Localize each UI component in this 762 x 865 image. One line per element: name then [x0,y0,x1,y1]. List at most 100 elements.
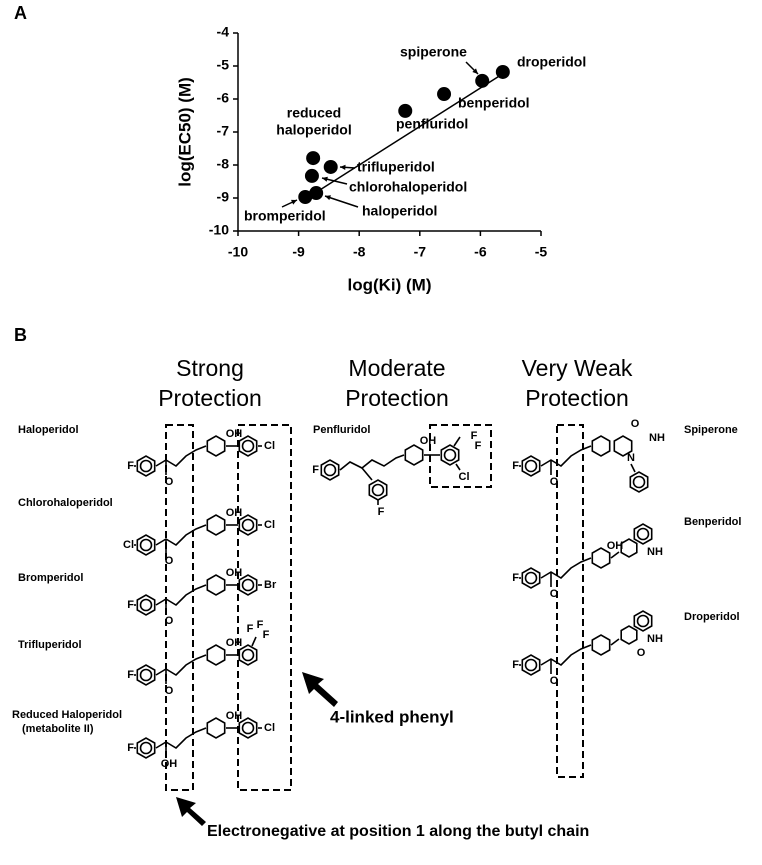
panel-label: A [14,3,27,23]
ring [139,459,153,473]
ring [206,644,226,666]
atom-label: F [512,659,519,671]
data-point [304,168,319,183]
compound-name: Droperidol [684,611,740,623]
ring [320,459,340,481]
y-tick-label: -10 [209,222,229,238]
ring [620,625,638,645]
atom-label: OH [420,435,437,447]
panel-label: B [14,325,27,345]
point-label: haloperidol [362,203,437,219]
bond [155,524,207,547]
bond [155,445,207,468]
ring [613,435,633,457]
data-point [309,186,324,201]
x-axis-label: log(Ki) (M) [347,275,431,294]
ring [404,444,424,466]
atom-label: OH [226,567,243,579]
column-header: Very Weak [522,355,633,381]
compound-name: Haloperidol [18,424,79,436]
ring [633,610,653,632]
ring [139,598,153,612]
data-point [298,190,313,205]
highlight-box [429,424,492,488]
ring [636,527,650,541]
ring [591,547,611,569]
ring [443,448,457,462]
bond [251,636,257,647]
atom-label: NH [647,633,663,645]
atom-label: F [127,742,134,754]
highlight-box [556,424,584,778]
atom-label: N [627,452,635,464]
atom-label: O [165,476,174,488]
point-label: bromperidol [244,208,326,224]
atom-label: O [550,588,559,600]
ring [139,668,153,682]
trend-line [304,71,506,201]
bond [540,557,592,580]
atom-label: Cl [123,539,134,551]
ring [136,534,156,556]
ring [371,483,385,497]
ring [521,567,541,589]
ring [238,717,258,739]
bond [630,463,636,473]
compound-name: Reduced Haloperidol [12,709,122,721]
y-axis-label: log(EC50) (M) [175,77,194,187]
atom-label: F [263,629,270,641]
atom-label: F [247,623,254,635]
point-label: trifluperidol [357,159,435,175]
ring [136,594,156,616]
ring [136,455,156,477]
atom-label: F [512,572,519,584]
atom-label: Br [264,579,277,591]
compound-name: Spiperone [684,424,738,436]
data-point [398,103,413,118]
atom-label: F [471,430,478,442]
bond [610,551,620,559]
ring [620,538,638,558]
ring [206,574,226,596]
ring [524,571,538,585]
x-tick-label: -9 [292,244,305,260]
ring [521,654,541,676]
atom-label: F [378,506,385,518]
data-point [495,64,510,79]
column-header: Protection [525,385,629,411]
label-arrowhead [340,164,346,170]
atom-label: F [127,669,134,681]
callout: Electronegative at position 1 along the … [207,823,589,840]
x-tick-label: -5 [535,244,548,260]
bond [155,654,207,677]
highlight-box [237,424,292,791]
atom-label: NH [649,432,665,444]
ring [136,664,156,686]
ring [591,634,611,656]
atom-label: OH [607,540,624,552]
ring [524,658,538,672]
bond [453,436,461,447]
y-tick-label: -5 [217,57,230,73]
ring [629,471,649,493]
atom-label: F [127,460,134,472]
label-arrowhead [291,199,297,205]
x-tick-label: -10 [228,244,248,260]
column-header: Protection [345,385,449,411]
ring [139,538,153,552]
ring [632,475,646,489]
atom-label: F [257,619,264,631]
atom-label: Cl [264,440,275,452]
x-tick-label: -8 [353,244,366,260]
x-tick-label: -6 [474,244,487,260]
point-label: spiperone [400,44,467,60]
ring [206,435,226,457]
y-tick-label: -4 [217,24,230,40]
column-header: Strong [176,355,244,381]
atom-label: OH [226,710,243,722]
compound-name: Benperidol [684,516,741,528]
ring [139,741,153,755]
ring [206,514,226,536]
ring [238,435,258,457]
bond [540,644,592,667]
